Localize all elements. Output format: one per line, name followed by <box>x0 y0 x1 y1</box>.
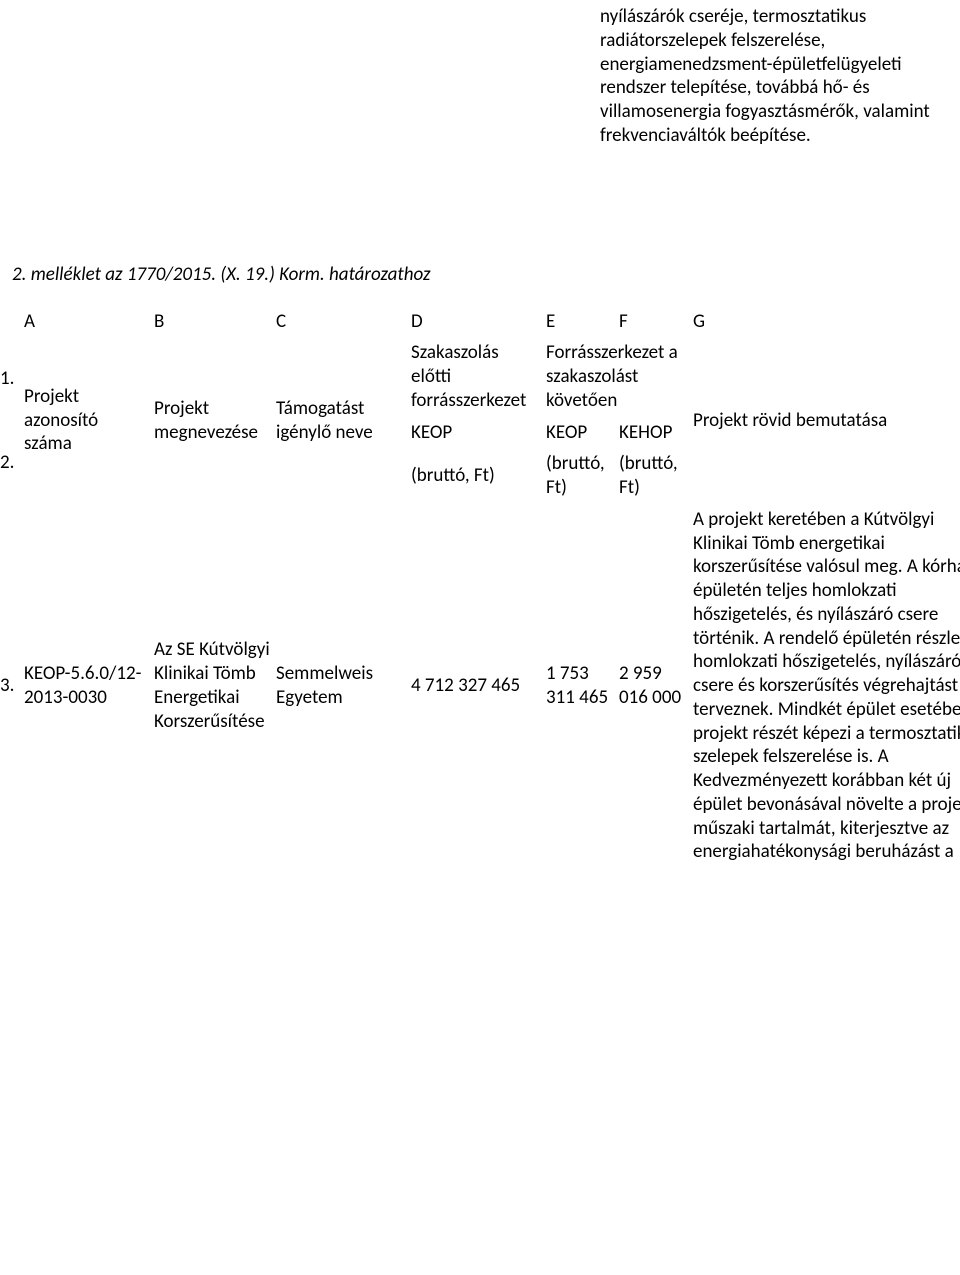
header-projekt-rovid-bemutatasa: Projekt rövid bemutatása <box>693 337 960 504</box>
header-brutto-ff: (bruttó, Ft) <box>619 448 693 504</box>
col-letter <box>0 306 24 338</box>
top-continuation-paragraph: nyílászárók cseréje, termosztatikus radi… <box>600 0 930 148</box>
header-projekt-megnevezese: Projekt megnevezése <box>154 337 276 504</box>
header-tamogatast-igénylo: Támogatást igénylő neve <box>276 337 411 504</box>
header-keop-f: KEOP <box>546 417 619 449</box>
header-row-top: 1. 2. Projekt azonosító száma Projekt me… <box>0 337 960 416</box>
column-letter-row: A B C D E F G H <box>0 306 960 338</box>
header-forrasszerkezet-kovetoen: Forrásszerkezet a szakaszolást követően <box>546 337 693 416</box>
header-projekt-azonosito: Projekt azonosító száma <box>24 337 154 504</box>
col-letter: F <box>619 306 693 338</box>
document-page: nyílászárók cseréje, termosztatikus radi… <box>0 0 960 868</box>
row-number: 3. <box>0 504 24 868</box>
section-title: 2. melléklet az 1770/2015. (X. 19.) Korm… <box>12 263 960 286</box>
col-letter: G <box>693 306 960 338</box>
header-brutto-fe: (bruttó, Ft) <box>546 448 619 504</box>
data-table: A B C D E F G H 1. 2. Projekt azonosító … <box>0 306 960 869</box>
col-letter: A <box>24 306 154 338</box>
col-letter: D <box>411 306 546 338</box>
cell-kehop-utan: 2 959 016 000 <box>619 504 693 868</box>
header-brutto-e: (bruttó, Ft) <box>411 448 546 504</box>
cell-keop-utan: 1 753 311 465 <box>546 504 619 868</box>
header-szakaszolas-elotti: Szakaszolás előtti forrásszerkezet <box>411 337 546 416</box>
cell-tamogatast-igénylo: Semmelweis Egyetem <box>276 504 411 868</box>
row-number-12: 1. 2. <box>0 337 24 504</box>
col-letter: C <box>276 306 411 338</box>
header-kehop-f: KEHOP <box>619 417 693 449</box>
col-letter: B <box>154 306 276 338</box>
cell-keop-elotti: 4 712 327 465 <box>411 504 546 868</box>
header-keop-e: KEOP <box>411 417 546 449</box>
col-letter: E <box>546 306 619 338</box>
row-number-1: 1. <box>0 367 20 391</box>
cell-projekt-megnevezese: Az SE Kútvölgyi Klinikai Tömb Energetika… <box>154 504 276 868</box>
table-row: 3. KEOP-5.6.0/12-2013-0030 Az SE Kútvölg… <box>0 504 960 868</box>
row-number-2: 2. <box>0 451 20 475</box>
cell-bemutatas: A projekt keretében a Kútvölgyi Klinikai… <box>693 504 960 868</box>
cell-projekt-azonosito: KEOP-5.6.0/12-2013-0030 <box>24 504 154 868</box>
